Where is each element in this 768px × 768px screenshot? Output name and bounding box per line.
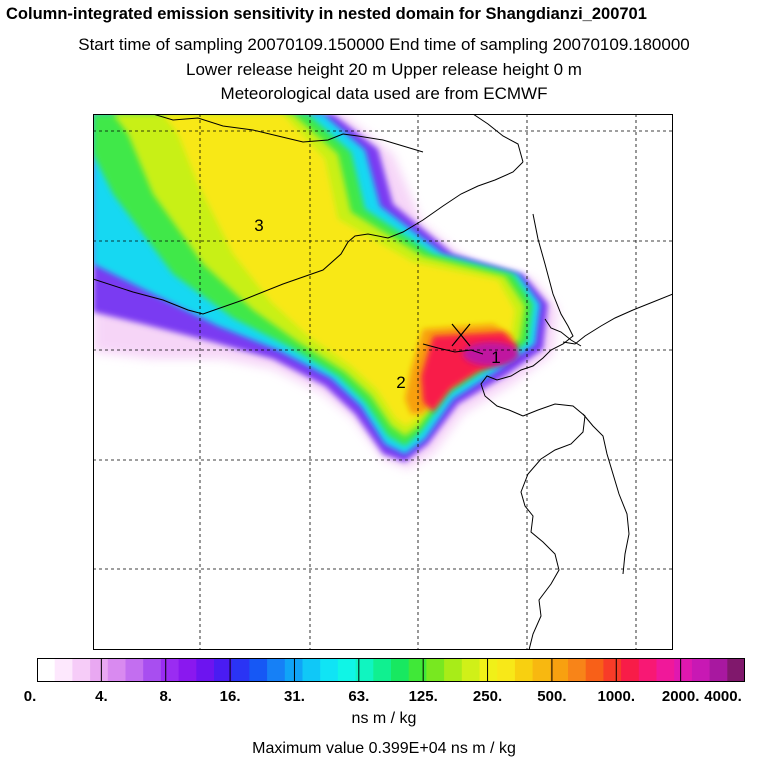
color-scale-cell [550,658,569,682]
color-scale-tick-label: 1000. [597,688,636,705]
color-scale-cell [621,658,640,682]
color-scale-cell [603,658,622,682]
color-scale-tick-label: 500. [537,688,567,705]
color-scale-tick-label: 31. [284,688,305,705]
color-scale-cell [638,658,658,682]
map-frame [93,114,673,650]
cluster-label-1: 1 [491,348,500,367]
color-scale-tick-label: 0. [23,688,37,705]
met-data-source: Meteorological data used are from ECMWF [220,84,548,103]
color-scale-tick-label: 8. [159,688,172,705]
color-scale-cell [532,658,551,682]
color-scale-cell [585,658,604,682]
color-scale-units: ns m / kg [351,710,417,727]
color-scale-cell [479,658,498,682]
color-scale-bar [37,658,745,682]
color-scale-cell [196,658,215,682]
color-scale-cell [72,658,91,682]
color-scale-cell [143,658,162,682]
color-scale-tick-label: 63. [348,688,370,705]
color-scale-cell [408,658,427,682]
color-scale-cell [267,658,286,682]
cluster-label-2: 2 [396,373,405,392]
color-scale-tick-label: 250. [472,688,503,705]
color-scale-cell [337,658,357,682]
color-scale-cell [178,658,197,682]
color-scale-cell [461,658,481,682]
color-scale-frame [37,658,745,682]
color-scale-tick-label: 2000. [661,688,700,705]
sampling-times: Start time of sampling 20070109.150000 E… [78,35,690,54]
color-scale-cell [320,658,339,682]
color-scale-cell [373,658,392,682]
color-scale-cell [727,658,745,682]
maximum-value: Maximum value 0.399E+04 ns m / kg [252,740,516,757]
color-scale-major-dividers [100,658,682,682]
sensitivity-field [93,114,558,469]
color-scale-tick-label: 125. [408,688,438,705]
coastlines [93,114,673,650]
color-scale-cell [355,658,374,682]
color-scale-cell [160,658,180,682]
emission-sensitivity-map: 3 2 1 [93,114,673,650]
cluster-label-3: 3 [254,216,263,235]
color-scale-cell [497,658,516,682]
color-scale-cell [656,658,675,682]
color-scale-cell [426,658,445,682]
color-scale-cell [37,658,56,682]
color-scale-tick-label: 4000. [704,688,742,705]
color-scale-cell [674,658,693,682]
color-scale-cell [568,658,587,682]
color-scale-tick-label: 16. [219,688,241,705]
color-scale-cell [231,658,250,682]
chart-title: Column-integrated emission sensitivity i… [6,5,647,23]
color-scale-tick-label: 4. [95,688,108,705]
color-scale-cell [709,658,728,682]
color-scale-cell [444,658,463,682]
color-scale-cell [249,658,268,682]
color-scale-cell [691,658,711,682]
color-scale-cell [302,658,321,682]
color-scale-cell [90,658,109,682]
color-scale-cell [107,658,127,682]
color-scale-cells [37,658,745,682]
color-scale-cell [54,658,73,682]
receptor-marker [451,323,471,347]
color-scale-cell [514,658,534,682]
graticule [93,114,673,650]
color-scale-cell [125,658,144,682]
color-scale-cell [391,658,410,682]
color-scale-cell [214,658,233,682]
release-heights: Lower release height 20 m Upper release … [186,60,582,79]
